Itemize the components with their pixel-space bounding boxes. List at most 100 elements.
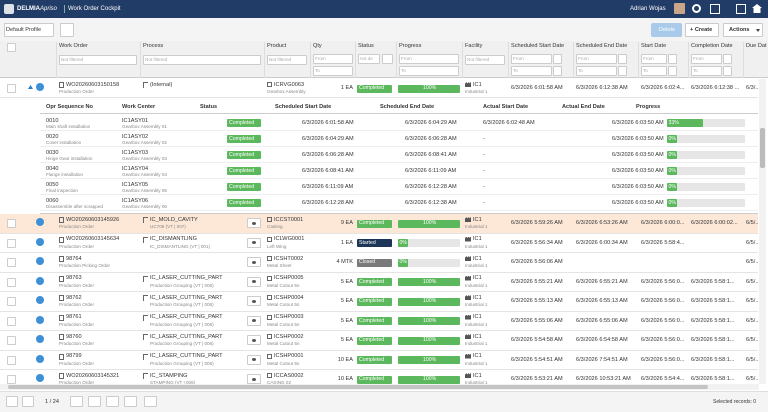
work-order-number: WO20260603145926 <box>66 216 120 223</box>
filter-input[interactable] <box>511 66 552 76</box>
calendar-button[interactable] <box>723 54 732 64</box>
filter-input[interactable] <box>576 66 617 76</box>
date-cell: 6/3/2026 6:12:38 ... <box>691 85 740 91</box>
process-icon <box>143 353 148 360</box>
actual-end: 6/3/2026 6:03:50 AM <box>612 136 664 142</box>
row-checkbox[interactable] <box>7 84 16 93</box>
info-icon[interactable] <box>36 374 44 382</box>
header-checkbox[interactable] <box>7 43 16 52</box>
info-icon[interactable] <box>36 218 44 226</box>
facility-icon <box>465 314 471 320</box>
info-icon[interactable] <box>36 335 44 343</box>
eye-icon <box>252 241 256 244</box>
row-checkbox[interactable] <box>7 238 16 248</box>
info-icon[interactable] <box>36 83 44 91</box>
pager-button[interactable] <box>88 396 101 407</box>
filter-input[interactable] <box>143 55 261 65</box>
filter-input[interactable] <box>313 54 353 64</box>
product-icon <box>267 334 272 339</box>
filter-input[interactable] <box>465 55 505 65</box>
process-icon <box>143 82 148 88</box>
pager-button[interactable] <box>144 396 157 407</box>
status-text: Started <box>359 239 376 246</box>
filter-input[interactable] <box>691 66 722 76</box>
date-cell: 6/3/... <box>746 85 760 91</box>
row-checkbox[interactable] <box>7 277 16 287</box>
row-checkbox[interactable] <box>7 375 16 384</box>
work-center: IC1ASY04 <box>122 165 149 172</box>
filter-input[interactable] <box>576 54 617 64</box>
status-text: Completed <box>359 317 385 324</box>
calendar-button[interactable] <box>553 54 562 64</box>
create-button[interactable] <box>685 23 719 37</box>
filter-input[interactable] <box>641 66 667 76</box>
filter-input[interactable] <box>313 66 353 76</box>
filter-input[interactable] <box>399 66 459 76</box>
info-icon[interactable] <box>36 257 44 265</box>
calendar-button[interactable] <box>618 54 627 64</box>
status-text: Completed <box>229 167 255 174</box>
pager-button[interactable] <box>70 396 83 407</box>
info-icon[interactable] <box>36 237 44 246</box>
process-name: IC_STAMPING <box>150 372 188 379</box>
pager-button[interactable] <box>22 396 34 407</box>
row-checkbox[interactable] <box>7 258 16 267</box>
process-detail: Production Grouping (VT | 006) <box>150 282 214 288</box>
calendar-button[interactable] <box>553 66 562 76</box>
work-order-number: WO20260603145321 <box>66 372 120 379</box>
edit-button[interactable] <box>60 23 74 37</box>
date-cell: 6/3/2026 7:54:51 AM <box>576 356 628 363</box>
progress-label: 100% <box>423 356 437 363</box>
status-badge <box>227 183 261 191</box>
actions-button[interactable] <box>723 23 763 37</box>
progress-pill <box>398 239 408 247</box>
status-badge <box>357 84 392 93</box>
info-icon[interactable] <box>36 354 44 363</box>
row-checkbox[interactable] <box>7 355 16 365</box>
filter-input[interactable] <box>511 54 552 64</box>
filter-input[interactable] <box>399 54 459 64</box>
date-cell: 6/3/2026 6:02:4... <box>641 85 685 91</box>
profile-select[interactable] <box>4 23 54 37</box>
info-icon[interactable] <box>36 296 44 304</box>
calendar-button[interactable] <box>618 66 627 76</box>
row-checkbox[interactable] <box>7 316 16 326</box>
info-icon[interactable] <box>36 315 44 324</box>
status-badge <box>357 278 392 286</box>
document-icon <box>59 82 64 88</box>
calendar-button[interactable] <box>668 54 677 64</box>
footer-bar <box>0 391 768 412</box>
row-checkbox[interactable] <box>7 297 16 306</box>
pager-button[interactable] <box>124 396 137 407</box>
calendar-button[interactable] <box>668 66 677 76</box>
filter-input[interactable] <box>641 54 667 64</box>
calendar-button[interactable] <box>723 66 732 76</box>
collapse-toggle[interactable] <box>28 85 33 89</box>
date-cell: 6/3/2026 5:56:0... <box>641 278 685 285</box>
date-cell: 6/3/2026 5:56:0... <box>641 356 685 363</box>
pager-button[interactable] <box>6 396 18 407</box>
product-icon <box>267 236 272 242</box>
home-icon[interactable] <box>752 4 762 13</box>
delete-button[interactable] <box>651 23 682 37</box>
column-header: Qty <box>313 43 322 49</box>
pager-button[interactable] <box>106 396 119 407</box>
column-header: Product <box>267 43 287 49</box>
filter-input[interactable] <box>59 55 137 65</box>
status-filter-button[interactable] <box>382 54 393 64</box>
filter-input[interactable] <box>358 54 380 64</box>
facility-code: IC1 <box>473 353 482 359</box>
filter-input[interactable] <box>267 55 307 65</box>
document-icon <box>59 353 64 360</box>
filter-input[interactable] <box>691 54 722 64</box>
row-checkbox[interactable] <box>7 336 16 345</box>
settings-icon[interactable] <box>692 4 701 13</box>
progress-pill <box>667 167 677 175</box>
add-icon[interactable] <box>710 4 720 14</box>
info-icon[interactable] <box>36 276 44 285</box>
date-cell: 6/3/2026 5:59:26 AM <box>511 220 563 226</box>
row-checkbox[interactable] <box>7 219 16 228</box>
date-cell: 6/3/2026 5:55:06 AM <box>511 317 563 324</box>
help-icon[interactable] <box>736 4 746 14</box>
avatar[interactable] <box>674 3 685 14</box>
